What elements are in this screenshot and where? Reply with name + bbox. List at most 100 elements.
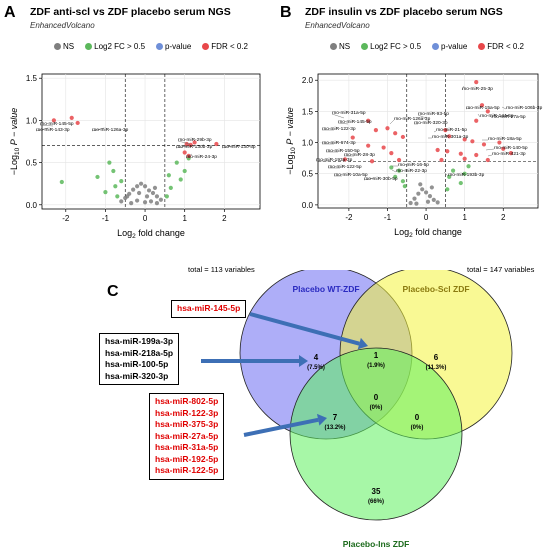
data-point: [95, 174, 100, 180]
point-label: rno-miR-193a-3p: [316, 157, 353, 163]
data-point: [148, 199, 154, 204]
panel-c-letter: C: [107, 283, 119, 300]
label-connector: [391, 169, 397, 173]
point-label: rno-miR-674-3p: [322, 140, 356, 146]
mirna-label: hsa-miR-199a-3p: [105, 336, 174, 346]
point-label: rno-miR-320-3p: [414, 120, 448, 126]
point-label: rno-miR-145-5p: [338, 119, 372, 125]
data-point: [400, 134, 406, 140]
arrow-shaft: [249, 312, 360, 346]
legend-ns: NS: [54, 42, 74, 51]
x-tick-label: -1: [384, 213, 392, 222]
x-tick-label: 1: [182, 214, 187, 223]
data-point: [474, 152, 479, 158]
mirna-box-2: hsa-miR-199a-3p hsa-miR-218a-5p hsa-miR-…: [99, 333, 180, 385]
point-label: rno-miR-150-5p: [326, 148, 360, 154]
region-count: 0: [415, 413, 420, 422]
region-count: 7: [333, 413, 338, 422]
data-point: [420, 187, 425, 192]
data-point: [501, 146, 506, 151]
label-connector: [221, 145, 233, 149]
data-point: [462, 137, 467, 142]
arrow-shaft: [243, 417, 319, 437]
data-point: [423, 190, 429, 195]
region-count: 1: [374, 351, 379, 360]
data-point: [497, 140, 502, 145]
point-label: rno-miR-28-3p: [344, 152, 375, 158]
data-point: [393, 131, 398, 136]
panel-b-subtitle: EnhancedVolcano: [305, 21, 370, 30]
label-connector: [443, 171, 449, 177]
point-label: rno-miR-126a-3p: [92, 127, 129, 133]
region-percent: (1.9%): [367, 363, 385, 369]
data-point: [435, 200, 440, 205]
data-point: [131, 187, 136, 192]
data-point: [154, 200, 160, 206]
data-point: [154, 194, 160, 199]
arrow-head: [299, 355, 308, 367]
data-point: [342, 157, 348, 162]
data-point: [425, 199, 431, 204]
panel-b-legend: NS Log2 FC > 0.5 p-value FDR < 0.2: [330, 42, 530, 51]
y-tick-label: 0.5: [302, 170, 314, 179]
x-tick-label: -1: [102, 214, 110, 223]
data-point: [158, 197, 164, 202]
point-label: rno-miR-126a-3p: [394, 116, 431, 122]
data-point: [111, 168, 116, 174]
data-point: [168, 185, 173, 191]
mirna-label: hsa-miR-802-5p: [155, 396, 219, 406]
point-label: rno-miR-10a-5p: [334, 172, 368, 178]
data-point: [435, 147, 440, 153]
data-point: [146, 188, 152, 193]
panel-a-total: total = 113 variables: [188, 265, 255, 274]
mirna-label: hsa-miR-375-3p: [155, 419, 219, 429]
mirna-box-3: hsa-miR-802-5p hsa-miR-122-3p hsa-miR-37…: [149, 393, 225, 480]
label-connector: [185, 153, 193, 159]
label-connector: [175, 145, 189, 149]
point-label: rno-miR-301a-3p: [432, 134, 469, 140]
mirna-label: hsa-miR-100-5p: [105, 359, 169, 369]
point-label: rno-miR-130-5p: [222, 144, 256, 150]
data-point: [389, 165, 394, 170]
y-tick-label: 1.0: [302, 139, 314, 148]
data-point: [508, 151, 514, 156]
legend-pvalue: p-value: [156, 42, 191, 51]
point-label: rno-miR-144-5p: [480, 113, 514, 119]
data-point: [166, 173, 171, 178]
panel-a-letter: A: [4, 4, 16, 21]
y-tick-label: 0.0: [26, 201, 38, 210]
x-tick-label: 1: [462, 213, 467, 222]
data-point: [178, 177, 183, 182]
data-point: [416, 191, 421, 196]
data-point: [402, 184, 407, 189]
data-point: [462, 156, 467, 161]
point-label: rno-miR-29b-3p: [178, 137, 212, 143]
y-tick-label: 0.5: [26, 159, 38, 168]
data-point: [174, 160, 179, 165]
label-connector: [489, 115, 493, 119]
data-point: [381, 145, 386, 150]
y-tick-label: 0.0: [302, 201, 314, 210]
x-tick-label: -2: [345, 213, 353, 222]
data-point: [373, 127, 378, 133]
label-connector: [389, 119, 395, 125]
label-connector: [501, 106, 507, 110]
point-label: rno-miR-122-5p: [328, 164, 362, 170]
data-point: [393, 174, 398, 179]
point-label: rno-miR-145-5p: [40, 121, 74, 127]
mirna-label: hsa-miR-122-3p: [155, 407, 219, 418]
data-point: [150, 190, 156, 196]
data-point: [443, 127, 448, 133]
region-percent: (13.2%): [324, 425, 345, 431]
y-tick-label: 1.0: [26, 116, 38, 125]
data-point: [350, 135, 355, 140]
data-point: [445, 187, 450, 192]
point-label: rno-miR-27a-5p: [492, 114, 526, 120]
panel-b-letter: B: [280, 4, 292, 21]
point-label: rno-miR-31a-5p: [332, 110, 366, 116]
point-label: rno-miR-21-5p: [436, 127, 467, 133]
data-point: [119, 199, 124, 204]
data-point: [142, 200, 148, 205]
point-label: rno-miR-25-3p: [462, 86, 493, 92]
data-point: [447, 174, 452, 179]
